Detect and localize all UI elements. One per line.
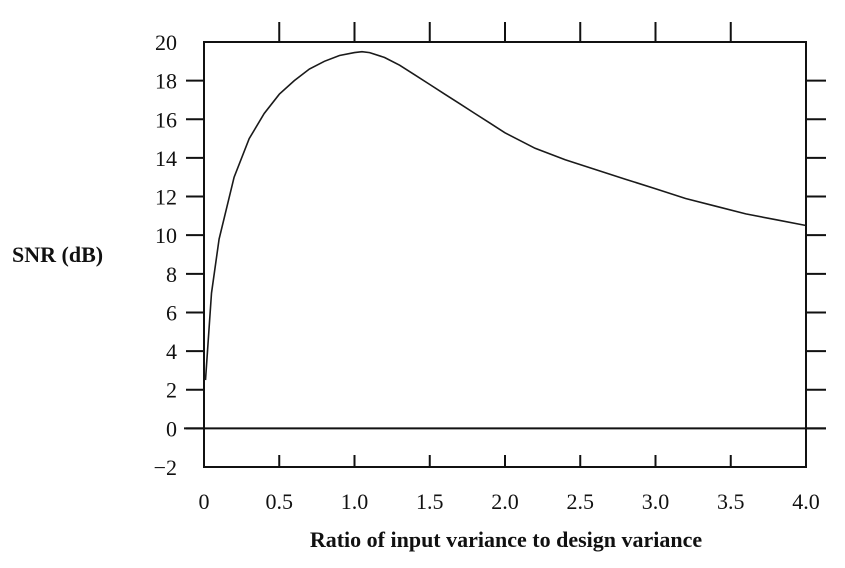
y-axis-right-ticks bbox=[806, 79, 826, 430]
y-tick-label: −2 bbox=[154, 455, 177, 480]
snr-curve bbox=[204, 50, 807, 381]
y-tick-label: 20 bbox=[155, 30, 177, 55]
y-tick-label: 2 bbox=[166, 378, 177, 403]
y-tick-label: 8 bbox=[166, 262, 177, 287]
x-tick-label: 1.0 bbox=[341, 489, 369, 514]
x-tick-label: 2.0 bbox=[491, 489, 519, 514]
y-tick-label: 16 bbox=[155, 107, 177, 132]
y-tick-label: 14 bbox=[155, 146, 177, 171]
x-tick-label: 3.0 bbox=[642, 489, 670, 514]
y-tick-label: 0 bbox=[166, 416, 177, 441]
x-tick-label: 3.5 bbox=[717, 489, 745, 514]
y-tick-label: 6 bbox=[166, 300, 177, 325]
x-axis-ticks: 0 0.5 1.0 1.5 2.0 2.5 3.0 3.5 4.0 bbox=[199, 455, 820, 514]
y-tick-label: 4 bbox=[166, 339, 177, 364]
x-tick-label: 4.0 bbox=[792, 489, 820, 514]
plot-frame bbox=[203, 41, 807, 468]
x-tick-label: 1.5 bbox=[416, 489, 444, 514]
x-tick-label: 0 bbox=[199, 489, 210, 514]
y-axis-ticks: −2 0 2 4 6 8 10 12 14 16 18 20 bbox=[154, 30, 204, 480]
y-tick-label: 12 bbox=[155, 185, 177, 210]
x-tick-label: 0.5 bbox=[266, 489, 294, 514]
x-axis-title: Ratio of input variance to design varian… bbox=[310, 527, 703, 552]
x-tick-label: 2.5 bbox=[567, 489, 595, 514]
plot-area: 0 0.5 1.0 1.5 2.0 2.5 3.0 3.5 4.0 −2 0 2 4 6 8 10 12 14 1… bbox=[154, 22, 826, 514]
x-axis-top-ticks bbox=[278, 22, 732, 42]
y-axis-title: SNR (dB) bbox=[12, 242, 103, 267]
y-tick-label: 18 bbox=[155, 69, 177, 94]
y-tick-label: 10 bbox=[155, 223, 177, 248]
